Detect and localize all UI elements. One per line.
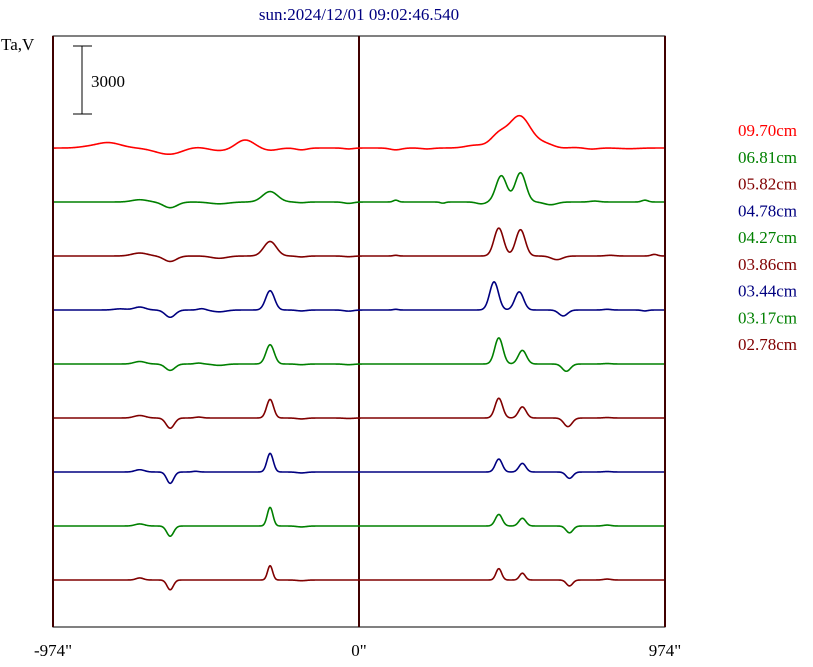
legend-entry: 03.86cm (738, 255, 797, 274)
series-line-04-27cm (54, 337, 664, 373)
legend-entry: 03.17cm (738, 308, 797, 327)
legend-entry: 05.82cm (738, 175, 797, 194)
scale-bar-label: 3000 (91, 72, 125, 91)
legend-entry: 04.78cm (738, 201, 797, 220)
chart-title: sun:2024/12/01 09:02:46.540 (259, 5, 459, 24)
x-tick-label: 974" (649, 641, 681, 660)
series-line-05-82cm (54, 227, 665, 263)
x-tick-label: -974" (34, 641, 72, 660)
legend-entry: 09.70cm (738, 121, 797, 140)
legend-entry: 04.27cm (738, 228, 797, 247)
legend-entry: 03.44cm (738, 282, 797, 301)
vertical-reference-lines (52, 36, 666, 627)
legend-entry: 06.81cm (738, 148, 797, 167)
legend: 09.70cm 06.81cm 05.82cm 04.78cm 04.27cm 03.86… (738, 121, 797, 354)
series-lines (54, 114, 665, 591)
scale-bar: 3000 (73, 45, 125, 115)
y-axis-label: Ta,V (1, 35, 35, 54)
x-tick-labels: -1948"-974"0"974"1948" (34, 641, 681, 660)
series-line-03-17cm (54, 506, 664, 537)
series-line-03-86cm (54, 397, 664, 429)
series-line-03-44cm (54, 452, 664, 485)
x-tick-label: 0" (351, 641, 366, 660)
series-line-04-78cm (54, 281, 664, 319)
legend-entry: 02.78cm (738, 335, 797, 354)
series-line-06-81cm (54, 171, 664, 209)
series-line-02-78cm (54, 564, 664, 591)
series-line-09-70cm (54, 114, 664, 156)
